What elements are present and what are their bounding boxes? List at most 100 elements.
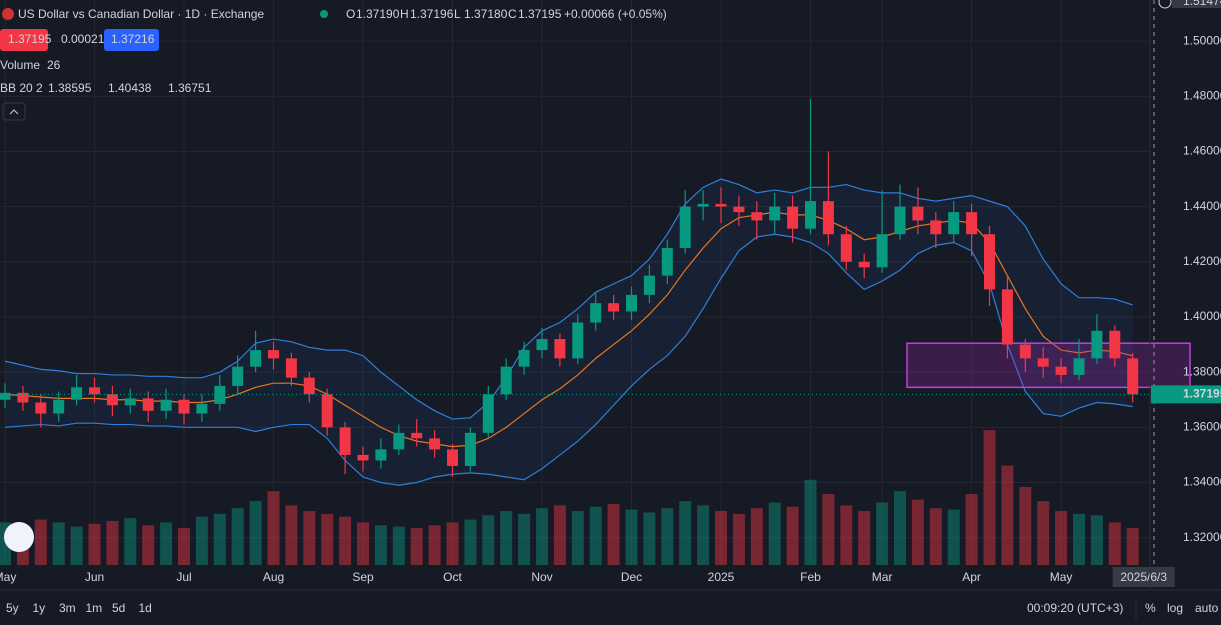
volume-bar bbox=[1108, 522, 1121, 565]
candle-body bbox=[572, 322, 584, 359]
bb-value: 1.40438 bbox=[108, 81, 152, 95]
range-button[interactable]: 5y bbox=[6, 601, 19, 615]
volume-bar bbox=[894, 491, 906, 565]
volume-bar bbox=[285, 505, 298, 565]
volume-bar bbox=[178, 528, 190, 565]
candle-body bbox=[715, 203, 727, 207]
x-tick-label: Mar bbox=[872, 570, 893, 584]
volume-bar bbox=[464, 519, 477, 565]
candle-body bbox=[518, 350, 530, 367]
candle-body bbox=[697, 203, 709, 207]
ohlc-key: L bbox=[454, 7, 461, 21]
range-button[interactable]: 1m bbox=[86, 601, 103, 615]
volume-bar bbox=[840, 505, 853, 565]
ohlc-key: O bbox=[346, 7, 355, 21]
volume-bar bbox=[947, 509, 960, 565]
scale-option[interactable]: % bbox=[1145, 601, 1156, 615]
candle-body bbox=[930, 220, 942, 235]
x-tick-label: Apr bbox=[962, 570, 981, 584]
date-tag-label: 2025/6/3 bbox=[1120, 570, 1167, 584]
candle-body bbox=[232, 366, 244, 386]
candle-body bbox=[196, 403, 208, 414]
volume-bar bbox=[142, 525, 155, 565]
volume-bar bbox=[822, 494, 835, 565]
volume-bar bbox=[786, 506, 799, 565]
volume-bar bbox=[607, 503, 620, 565]
add-button[interactable] bbox=[1158, 0, 1172, 9]
date-tag bbox=[1112, 567, 1175, 587]
x-tick-label: Sep bbox=[352, 570, 374, 584]
candle-body bbox=[447, 449, 458, 466]
candle-body bbox=[679, 206, 691, 249]
ohlc-value: 1.37190 bbox=[356, 7, 400, 21]
volume-bar bbox=[965, 494, 978, 565]
volume-bar bbox=[124, 518, 137, 565]
candle-body bbox=[17, 392, 29, 403]
bb-middle-line bbox=[4, 211, 1133, 448]
collapse-button[interactable] bbox=[2, 102, 26, 121]
range-button[interactable]: 1y bbox=[33, 601, 46, 615]
volume-bar bbox=[88, 523, 101, 565]
volume-bar bbox=[876, 502, 889, 565]
candle-body bbox=[787, 206, 799, 229]
x-tick-label: Jul bbox=[176, 570, 191, 584]
last-price-tag bbox=[1151, 385, 1221, 404]
candle-body bbox=[89, 387, 100, 395]
volume-bar bbox=[249, 501, 262, 565]
volume-bar bbox=[536, 508, 548, 565]
candle-body bbox=[822, 201, 834, 235]
x-tick-label: Oct bbox=[443, 570, 462, 584]
candle-body bbox=[0, 392, 11, 400]
ask-button[interactable] bbox=[104, 29, 159, 51]
scale-option[interactable]: auto bbox=[1195, 601, 1219, 615]
candle-body bbox=[536, 339, 548, 351]
candle-body bbox=[984, 234, 995, 290]
volume-bar bbox=[661, 508, 674, 565]
ohlc-key: C bbox=[508, 7, 517, 21]
volume-bar bbox=[858, 511, 871, 565]
range-button[interactable]: 1d bbox=[139, 601, 152, 615]
x-tick-label: Aug bbox=[263, 570, 284, 584]
volume-bar bbox=[625, 509, 638, 565]
candle-body bbox=[1109, 330, 1121, 359]
x-tick-label: Dec bbox=[621, 570, 642, 584]
volume-bar bbox=[732, 513, 745, 565]
bb-value: 1.36751 bbox=[168, 81, 212, 95]
candle-body bbox=[840, 234, 852, 262]
bid-button[interactable] bbox=[0, 29, 48, 51]
y-tick-label: 1.34000 bbox=[1183, 475, 1221, 489]
volume-bar bbox=[679, 501, 692, 565]
candle-body bbox=[214, 385, 226, 404]
candle-body bbox=[643, 275, 655, 295]
candle-body bbox=[1019, 344, 1031, 359]
y-tick-label: 1.44000 bbox=[1183, 199, 1221, 213]
volume-bar bbox=[160, 522, 173, 565]
volume-bar bbox=[482, 515, 495, 565]
candle-body bbox=[608, 303, 620, 312]
candle-body bbox=[250, 350, 262, 367]
scale-option[interactable]: log bbox=[1167, 601, 1183, 615]
bb-upper-line bbox=[4, 178, 1133, 420]
ohlc-value: 1.37195 bbox=[518, 7, 562, 21]
candle-body bbox=[1091, 330, 1103, 359]
bb-label: BB 20 2 bbox=[0, 81, 43, 95]
plot bbox=[0, 0, 1191, 565]
candle-body bbox=[375, 449, 387, 461]
volume-bar bbox=[392, 526, 405, 565]
candle-body bbox=[106, 394, 118, 406]
x-tick-label: 2025 bbox=[708, 570, 735, 584]
candle-body bbox=[303, 377, 315, 395]
candle-body bbox=[339, 427, 351, 455]
candle-body bbox=[948, 212, 960, 235]
clock: 00:09:20 (UTC+3) bbox=[1027, 601, 1123, 615]
candle-body bbox=[769, 206, 781, 221]
range-button[interactable]: 3m bbox=[59, 601, 76, 615]
ohlc-value: 1.37196 bbox=[410, 7, 454, 21]
volume-bar bbox=[571, 511, 584, 565]
range-button[interactable]: 5d bbox=[112, 601, 125, 615]
volume-bar bbox=[195, 516, 208, 565]
volume-bar bbox=[428, 525, 441, 565]
spread: 0.00021 bbox=[61, 32, 105, 46]
volume-bar bbox=[553, 505, 566, 565]
